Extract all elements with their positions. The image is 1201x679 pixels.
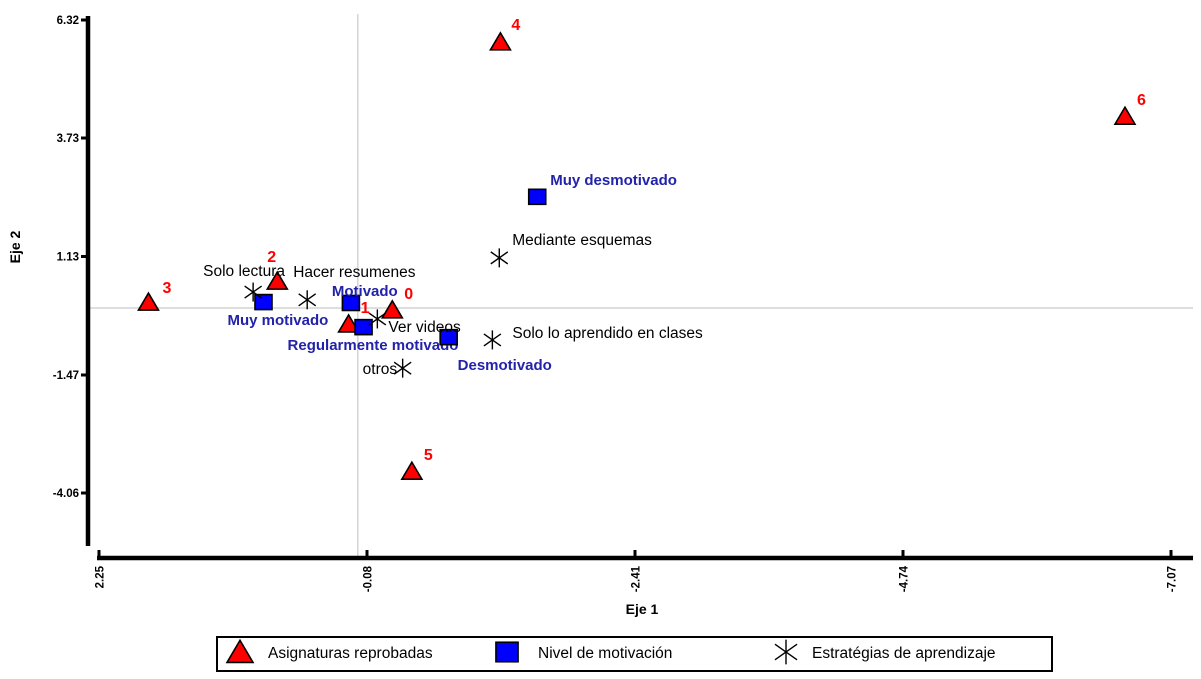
point-label-hacer-resumenes: Hacer resumenes [293, 264, 416, 281]
x-tick-label: 2.25 [95, 565, 107, 588]
square-marker-muy-motivado [254, 293, 273, 311]
y-tick-label: 3.73 [57, 133, 79, 145]
legend-label-estrat-gias-de-aprendizaje: Estratégias de aprendizaje [812, 645, 996, 662]
asterisk-marker-solo-lo-aprendido-en-clases [483, 330, 502, 350]
y-axis-title: Eje 2 [7, 230, 23, 263]
y-tick-label: 1.13 [57, 252, 79, 264]
asterisk-marker-ver-videos [368, 309, 387, 329]
point-label-muy-desmotivado: Muy desmotivado [550, 172, 677, 189]
asterisk-marker-otros [393, 358, 412, 378]
x-tick-label: -2.41 [630, 565, 642, 592]
asterisk-marker-solo-lectura [244, 282, 263, 302]
x-tick-label: -7.07 [1166, 566, 1178, 592]
point-label-motivado: Motivado [332, 283, 398, 300]
triangle-marker-5 [400, 460, 424, 480]
point-label-4: 4 [511, 17, 520, 34]
asterisk-marker-mediante-esquemas [490, 248, 509, 268]
y-tick-label: -1.47 [53, 370, 79, 382]
square-marker-desmotivado [439, 328, 458, 346]
series-asignaturas-reprobadas: 0 1 2 3 4 5 6 [137, 17, 1146, 480]
y-tick-label: -4.06 [53, 488, 79, 500]
point-label-mediante-esquemas: Mediante esquemas [512, 232, 652, 249]
series-estrat-gias-de-aprendizaje: Solo lectura Hacer resumenes Mediante esqu… [203, 232, 703, 378]
legend: Asignaturas reprobadas Nivel de motivació… [216, 636, 1053, 672]
point-label-ver-videos: Ver videos [388, 319, 461, 336]
point-label-muy-motivado: Muy motivado [227, 312, 328, 329]
x-tick-label: -4.74 [898, 565, 910, 592]
triangle-marker-4 [489, 31, 512, 51]
legend-box [216, 636, 1053, 672]
point-label-6: 6 [1137, 92, 1146, 109]
square-marker-regularmente-motivado [354, 318, 373, 336]
point-label-solo-lectura: Solo lectura [203, 263, 285, 280]
legend-asterisk-icon [774, 639, 798, 665]
triangle-marker-1 [337, 313, 360, 333]
legend-square-icon [495, 641, 519, 663]
legend-label-asignaturas-reprobadas: Asignaturas reprobadas [268, 645, 433, 662]
point-label-1: 1 [361, 300, 370, 317]
triangle-marker-0 [380, 299, 404, 319]
triangle-marker-6 [1113, 105, 1137, 125]
legend-label-nivel-de-motivaci-n: Nivel de motivación [538, 645, 672, 662]
point-label-otros: otros [363, 361, 398, 378]
point-label-desmotivado: Desmotivado [458, 357, 552, 374]
triangle-marker-2 [265, 270, 289, 290]
legend-triangle-icon [225, 638, 255, 664]
square-marker-motivado [341, 294, 361, 312]
point-label-3: 3 [162, 280, 171, 297]
point-label-5: 5 [424, 447, 433, 464]
asterisk-marker-hacer-resumenes [298, 290, 317, 310]
point-label-0: 0 [404, 286, 413, 303]
point-label-regularmente-motivado: Regularmente motivado [288, 337, 459, 354]
point-label-2: 2 [267, 249, 276, 266]
x-tick-label: -0.08 [363, 565, 375, 592]
square-marker-muy-desmotivado [527, 188, 547, 206]
point-label-solo-lo-aprendido-en-clases: Solo lo aprendido en clases [512, 325, 703, 342]
y-tick-label: 6.32 [57, 15, 79, 27]
triangle-marker-3 [137, 291, 160, 311]
x-axis-title: Eje 1 [626, 601, 659, 617]
